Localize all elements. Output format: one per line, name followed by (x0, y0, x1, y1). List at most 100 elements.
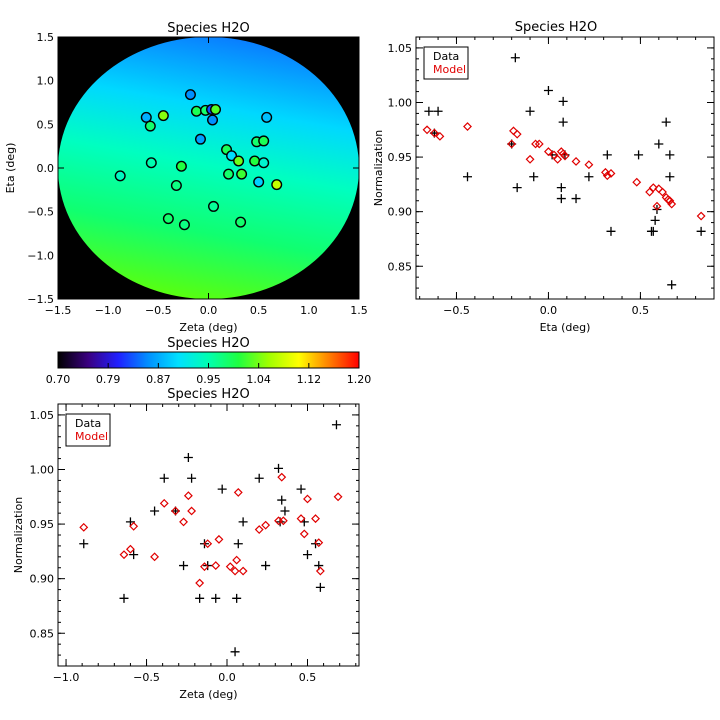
colorbar-tick-label: 1.04 (246, 373, 271, 386)
zeta-plot-area: −1.0 −0.5 0.0 0.5 0.85 0.90 0.95 1.00 1.05 DataMo… (30, 403, 359, 684)
map-point (258, 135, 270, 147)
eta-data-point (584, 172, 594, 182)
eta-y-tick-label: 1.05 (388, 42, 413, 55)
colorbar-tick-label: 0.87 (146, 373, 171, 386)
zeta-data-point (277, 495, 287, 505)
eta-y-tick-label: 0.90 (388, 206, 413, 219)
zeta-data-point (302, 550, 312, 560)
map-x-label: Zeta (deg) (179, 321, 237, 334)
zeta-data-point (230, 647, 240, 657)
eta-model-point (512, 129, 522, 139)
zeta-model-point (238, 566, 248, 576)
colorbar: Species H2O 0.70 0.79 0.87 0.95 1.04 1.12 1.20 (46, 336, 372, 386)
eta-data-point (463, 172, 473, 182)
eta-data-point (529, 172, 539, 182)
zeta-model-point (79, 522, 89, 532)
map-x-tick-label: −1.5 (45, 304, 72, 317)
map-y-tick-label: 1.0 (37, 75, 55, 88)
eta-model-point (429, 128, 439, 138)
map-y-tick-label: 1.5 (37, 31, 55, 44)
zeta-model-point (200, 562, 209, 572)
map-y-tick-label: 0.0 (37, 162, 55, 175)
eta-model-point (543, 147, 553, 157)
colorbar-ticks: 0.70 0.79 0.87 0.95 1.04 1.12 1.20 (46, 363, 371, 386)
zeta-model-point (315, 566, 325, 576)
map-point (236, 168, 248, 180)
zeta-data-point (232, 593, 242, 603)
map-point (208, 200, 220, 212)
colorbar-tick-label: 0.79 (96, 373, 121, 386)
zeta-model-point (254, 525, 264, 534)
eta-legend (423, 46, 469, 80)
eta-model-point (658, 187, 667, 197)
zeta-data-point (119, 593, 129, 603)
eta-data-point (665, 172, 675, 182)
eta-data-point (558, 96, 568, 106)
eta-data-point (654, 139, 664, 149)
eta-data-point (665, 150, 675, 160)
eta-data-point (634, 150, 644, 160)
map-point (210, 103, 222, 115)
colorbar-tick-label: 0.70 (46, 373, 71, 386)
zeta-axes-frame (57, 403, 360, 667)
map-x-tick-label: 1.5 (350, 304, 368, 317)
zeta-data-point (159, 473, 169, 483)
map-point (162, 213, 174, 225)
eta-data-point (606, 226, 616, 236)
map-y-tick-label: −1.5 (27, 293, 54, 306)
zeta-x-tick-label: −0.5 (133, 671, 160, 684)
map-point (223, 168, 235, 180)
map-panel: Species H2O −1.5 −1.0 −0.5 0.0 0.5 1.0 1.5−1.5… (4, 21, 368, 334)
eta-model-point (534, 139, 544, 149)
eta-data-point (556, 183, 566, 193)
zeta-model-point (211, 561, 221, 571)
zeta-data-point (296, 484, 306, 494)
eta-model-point (584, 160, 594, 170)
map-x-tick-label: −0.5 (145, 304, 172, 317)
eta-data-point (558, 117, 568, 127)
zeta-model-point (150, 552, 160, 562)
zeta-y-tick-label: 1.05 (30, 409, 55, 422)
zeta-data-point (274, 463, 284, 473)
zeta-data-point (187, 473, 197, 483)
zeta-legend-entry: Data (75, 417, 101, 430)
zeta-data-point (195, 593, 205, 603)
map-point (235, 216, 247, 228)
zeta-data-point (183, 452, 193, 462)
eta-data-point (543, 85, 553, 95)
zeta-model-point (261, 520, 271, 530)
colorbar-tick-label: 0.95 (196, 373, 221, 386)
eta-model-point (606, 169, 616, 178)
map-point (249, 155, 261, 167)
eta-x-tick-label: 0.0 (540, 304, 558, 317)
zeta-y-tick-label: 0.90 (30, 573, 55, 586)
map-x-tick-label: −1.0 (95, 304, 122, 317)
zeta-data-point (217, 484, 227, 494)
eta-model-point (435, 131, 445, 141)
eta-x-tick-label: 0.5 (632, 304, 650, 317)
zeta-model-point (119, 550, 129, 560)
eta-model-point (652, 201, 662, 211)
map-point (190, 105, 202, 117)
eta-y-tick-label: 0.95 (388, 151, 413, 164)
zeta-data-point (179, 561, 189, 571)
zeta-data-point (129, 550, 139, 560)
zeta-data-point (315, 582, 325, 592)
zeta-model-point (333, 492, 343, 502)
eta-model-point (525, 154, 535, 164)
zeta-model-point (311, 514, 320, 524)
zeta-legend-entry: Model (75, 430, 108, 443)
map-point (261, 111, 273, 123)
map-point (271, 179, 283, 191)
colorbar-tick-label: 1.12 (297, 373, 322, 386)
map-point (140, 111, 152, 123)
zeta-model-point (214, 534, 224, 544)
zeta-panel: Species H2O −1.0 −0.5 0.0 0.5 0.85 0.90 0.95 1.… (12, 387, 360, 701)
eta-panel: Species H2O −0.5 0.0 0.5 0.85 0.90 0.95 1.00 1.… (372, 20, 715, 334)
eta-data-point (602, 150, 612, 160)
eta-model-point (601, 167, 610, 177)
map-y-label: Eta (deg) (4, 143, 17, 194)
map-point (144, 120, 156, 132)
